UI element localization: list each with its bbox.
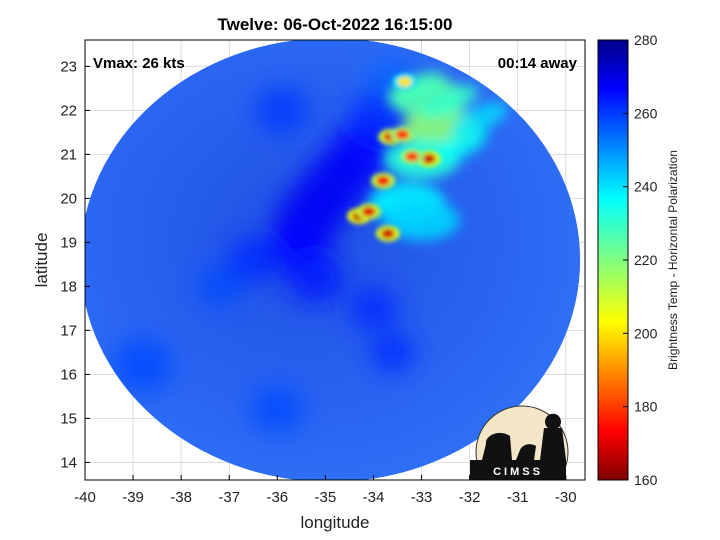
warm-band-shading [369, 71, 507, 241]
cimss-logo: CIMSS [470, 405, 569, 480]
vmax-annotation: Vmax: 26 kts [93, 55, 185, 72]
colorbar-tick-label: 200 [634, 325, 658, 341]
x-tick-label: -38 [170, 489, 192, 506]
chart-title: Twelve: 06-Oct-2022 16:15:00 [218, 15, 453, 34]
x-axis-label: longitude [300, 513, 369, 532]
cold-band-blob [349, 286, 398, 330]
y-tick-label: 17 [60, 322, 77, 339]
cold-cell [380, 228, 395, 239]
y-tick-label: 16 [60, 366, 77, 383]
y-tick-label: 18 [60, 278, 77, 295]
cold-cells [347, 73, 441, 242]
y-tick-label: 21 [60, 146, 77, 163]
cold-band-blob [251, 386, 304, 433]
x-tick-label: -30 [555, 489, 577, 506]
logo-bar [470, 460, 566, 480]
y-tick-label: 15 [60, 410, 77, 427]
axes-frame [84, 39, 586, 481]
colorbar-label: Brightness Temp - Horizontal Polarizatio… [666, 150, 680, 370]
y-tick-labels: 14 15 16 17 18 19 20 21 22 23 [60, 58, 90, 471]
cold-cell [361, 206, 376, 217]
x-tick-label: -36 [266, 489, 288, 506]
cold-band-blob [112, 338, 173, 393]
y-tick-label: 22 [60, 102, 77, 119]
colorbar-tick-label: 240 [634, 179, 658, 195]
y-axis-label: latitude [32, 233, 51, 288]
microwave-swath [85, 40, 581, 480]
warm-band [383, 200, 460, 241]
x-tick-label: -34 [363, 489, 385, 506]
colorbar-tick-label: 180 [634, 399, 658, 415]
x-tick-label: -33 [411, 489, 433, 506]
x-tick-label: -32 [459, 489, 481, 506]
x-tick-label: -35 [315, 489, 337, 506]
x-tick-label: -40 [74, 489, 96, 506]
colorbar-tick-label: 220 [634, 252, 658, 268]
x-tick-labels: -40 -39 -38 -37 -36 -35 -34 -33 -32 -31 -30 [74, 475, 577, 506]
warm-streak [389, 71, 445, 106]
cold-cell [395, 129, 410, 140]
warm-streak [422, 84, 479, 119]
colorbar-tick-label: 280 [634, 32, 658, 48]
cold-band-blob [370, 332, 415, 373]
y-tick-label: 14 [60, 454, 77, 471]
colorbar-tick-label: 260 [634, 105, 658, 121]
x-tick-label: -37 [218, 489, 240, 506]
cold-cell [376, 175, 391, 186]
y-tick-label: 19 [60, 234, 77, 251]
colorbar-tick-label: 160 [634, 472, 658, 488]
cold-cell [421, 153, 436, 164]
cold-cell [404, 151, 419, 162]
y-tick-label: 23 [60, 58, 77, 75]
cold-band-blob [227, 236, 280, 284]
cold-band-blob [197, 266, 242, 307]
cold-cell [397, 76, 412, 87]
x-tick-label: -31 [507, 489, 529, 506]
colorbar-ticks: 160 180 200 220 240 260 280 [623, 32, 658, 488]
warm-streak [451, 102, 507, 136]
logo-text: CIMSS [493, 466, 543, 478]
x-tick-label: -39 [122, 489, 144, 506]
cold-band-blob [287, 252, 344, 303]
y-tick-label: 20 [60, 190, 77, 207]
plot-area: CIMSS [85, 40, 585, 480]
warm-streak [432, 128, 488, 163]
cold-band-blob [256, 87, 309, 134]
logo-silhouette [482, 413, 566, 460]
time-away-annotation: 00:14 away [498, 55, 578, 72]
